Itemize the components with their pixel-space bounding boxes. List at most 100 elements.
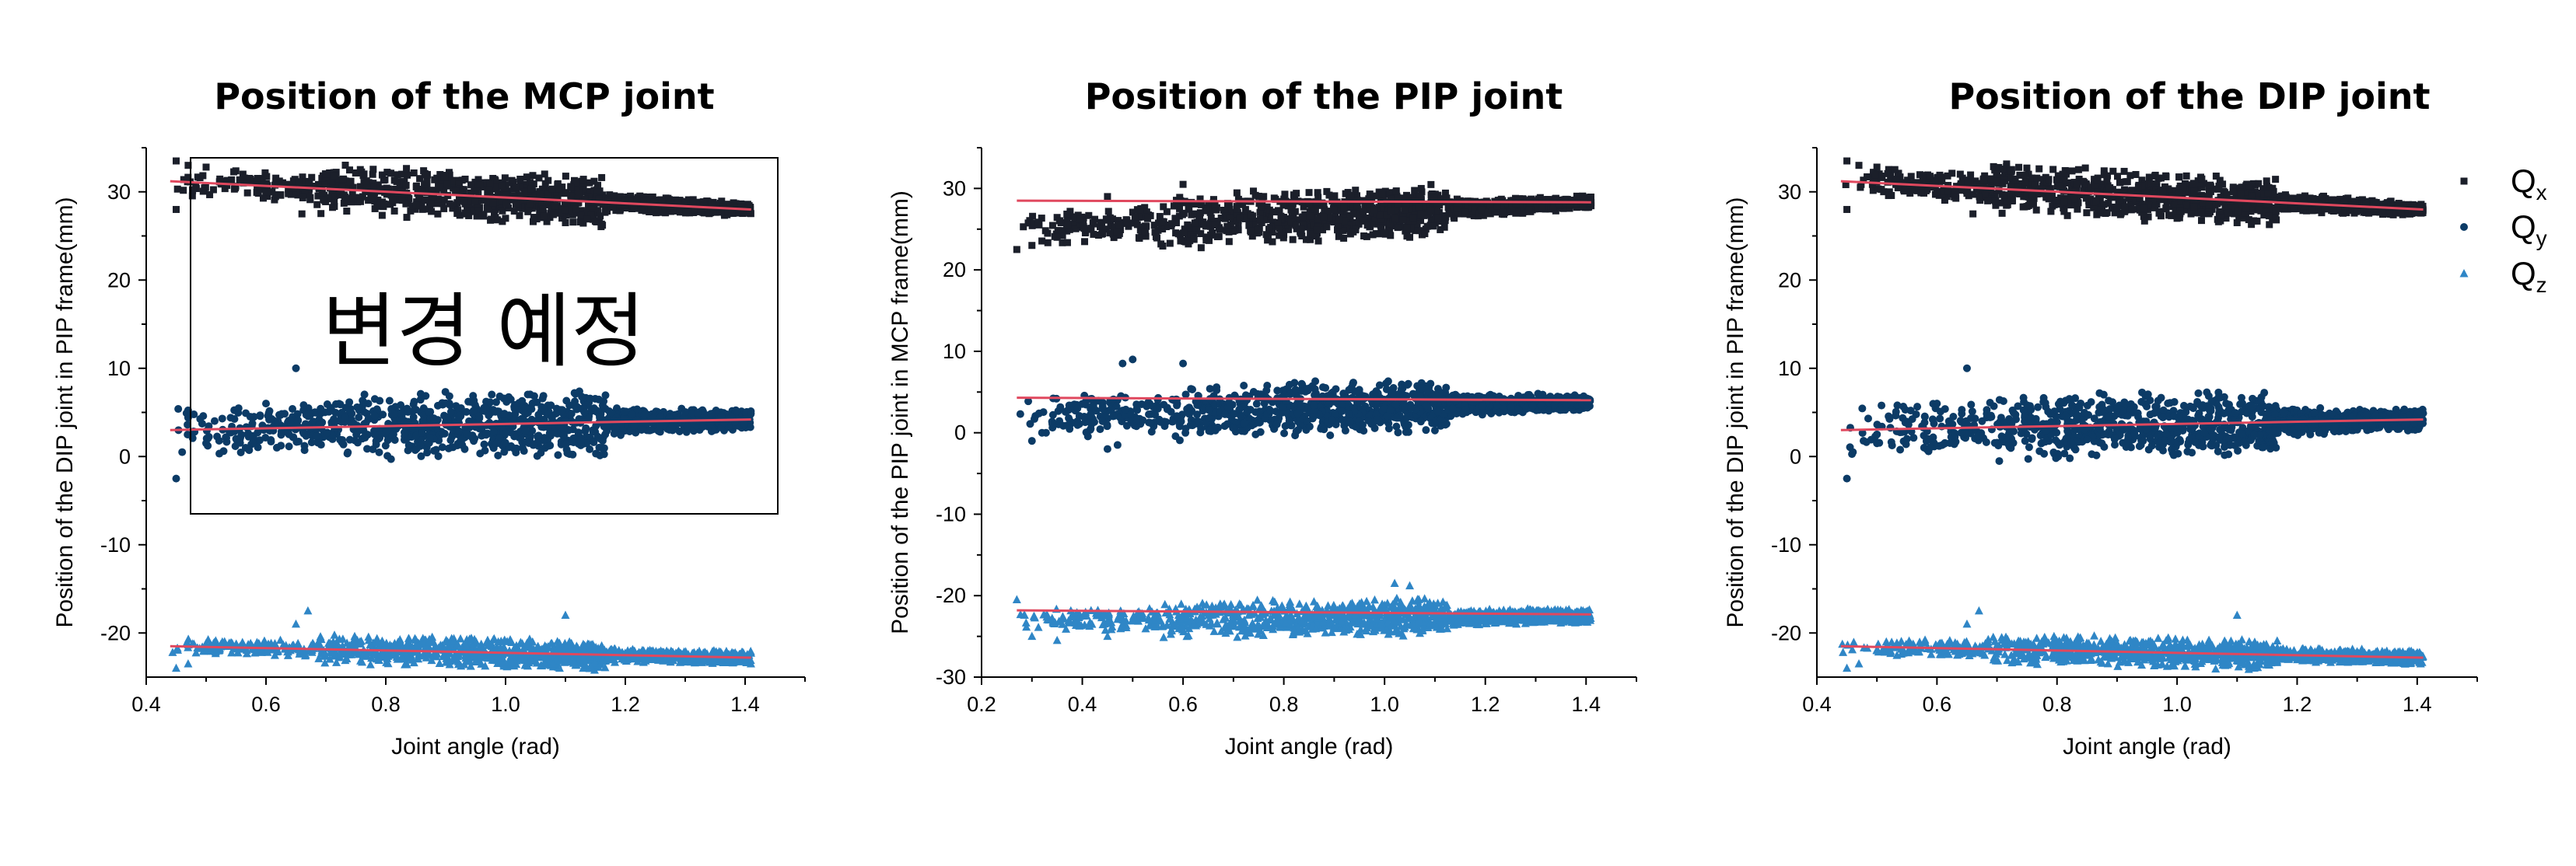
x-tick-label: 0.4 (1068, 693, 1097, 716)
data-point (502, 215, 509, 222)
data-point (299, 430, 307, 438)
data-point (530, 442, 537, 449)
data-point (474, 187, 481, 194)
y-tick-label: -10 (100, 533, 131, 557)
data-point (344, 449, 352, 456)
data-point (617, 431, 625, 439)
data-point (173, 475, 180, 483)
y-tick-label: -10 (936, 502, 966, 526)
data-point (521, 427, 529, 435)
data-point (411, 634, 419, 643)
data-point (562, 397, 570, 405)
data-point (590, 428, 597, 435)
data-point (371, 395, 379, 403)
data-point (1164, 208, 1171, 215)
data-point (405, 442, 413, 449)
data-point (1290, 236, 1297, 243)
data-point (260, 194, 267, 201)
x-tick-label: 1.0 (491, 693, 520, 716)
data-point (320, 196, 327, 203)
data-point (404, 418, 412, 426)
data-point (387, 405, 395, 413)
data-point (403, 165, 410, 172)
data-point (404, 214, 411, 221)
data-point (1038, 238, 1045, 245)
y-axis-label: Position of the PIP joint in MCP frame(m… (887, 190, 913, 634)
data-point (710, 208, 717, 215)
data-point (569, 218, 576, 225)
data-point (172, 664, 180, 672)
data-point (332, 409, 340, 417)
data-point (265, 407, 273, 415)
data-point (562, 219, 569, 226)
data-point (513, 201, 520, 208)
data-point (391, 208, 398, 215)
data-point (230, 169, 237, 176)
data-point (694, 409, 702, 417)
data-point (430, 416, 438, 424)
data-point (1260, 193, 1267, 200)
data-point (620, 408, 628, 416)
data-point (578, 393, 586, 400)
data-point (404, 172, 411, 179)
data-point (436, 183, 443, 190)
data-point (379, 410, 387, 418)
data-point (180, 187, 187, 194)
x-axis-label: Joint angle (rad) (391, 734, 560, 759)
data-point (502, 174, 509, 181)
data-point (215, 437, 223, 445)
data-point (313, 432, 320, 440)
data-point (630, 422, 638, 430)
data-point (641, 410, 649, 418)
data-point (738, 201, 745, 208)
data-point (345, 406, 353, 414)
data-point (361, 434, 369, 442)
data-point (174, 405, 182, 413)
data-point (425, 408, 432, 416)
series-qz (168, 606, 755, 674)
data-point (530, 392, 538, 400)
data-point (456, 411, 464, 419)
data-point (600, 450, 608, 458)
data-point (308, 438, 316, 446)
data-point (545, 442, 553, 450)
data-point (338, 436, 346, 444)
data-point (527, 200, 534, 207)
data-point (299, 194, 306, 201)
data-point (598, 174, 605, 181)
data-point (242, 409, 250, 417)
data-point (444, 181, 451, 188)
data-point (1123, 220, 1130, 227)
series-qx (173, 158, 754, 231)
overlay-text: 변경 예정 (322, 284, 646, 379)
data-point (371, 431, 379, 438)
data-point (534, 452, 541, 460)
data-point (368, 194, 375, 201)
data-point (343, 208, 350, 215)
data-point (413, 201, 420, 208)
data-point (173, 158, 180, 165)
data-point (317, 441, 325, 449)
data-point (431, 176, 438, 183)
data-point (586, 395, 594, 403)
data-point (386, 397, 394, 405)
x-axis-label: Joint angle (rad) (1225, 734, 1394, 759)
data-point (357, 183, 364, 190)
x-tick-label: 1.2 (1471, 693, 1500, 716)
data-point (590, 438, 597, 446)
data-point (471, 198, 478, 205)
data-point (633, 406, 641, 414)
data-point (521, 404, 529, 412)
data-point (529, 172, 536, 179)
y-tick-label: -20 (936, 584, 966, 607)
data-point (697, 208, 704, 215)
data-point (274, 417, 282, 425)
data-point (1081, 238, 1088, 245)
data-point (399, 197, 406, 204)
data-point (1020, 223, 1027, 230)
data-point (173, 644, 182, 652)
x-tick-label: 0.2 (967, 693, 996, 716)
data-point (294, 639, 303, 648)
data-point (452, 187, 459, 194)
data-point (486, 398, 494, 406)
